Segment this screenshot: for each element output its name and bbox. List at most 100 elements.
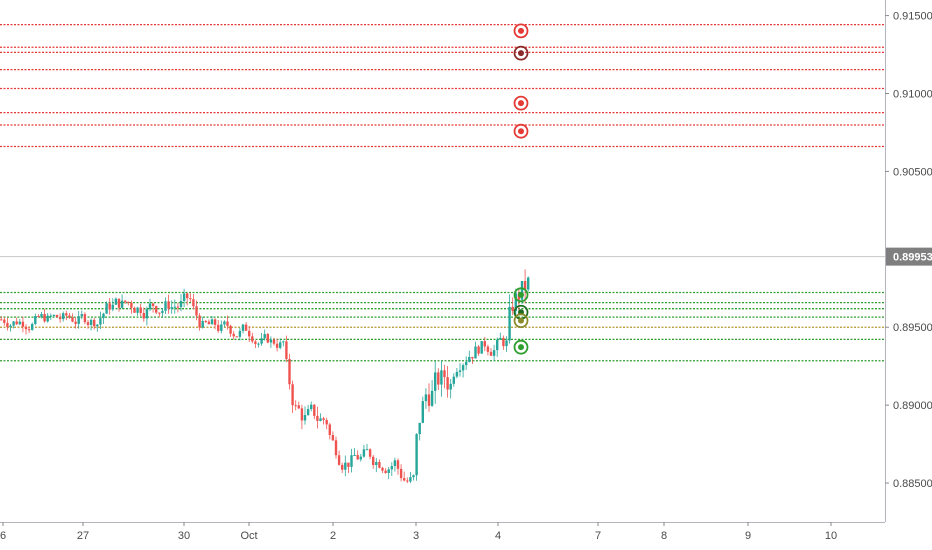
candle-body bbox=[111, 304, 114, 310]
markers-group bbox=[513, 23, 529, 355]
resistance-marker bbox=[513, 95, 529, 111]
candle-body bbox=[471, 356, 474, 359]
candle-body bbox=[446, 377, 449, 390]
support-marker bbox=[513, 287, 529, 303]
candle-body bbox=[186, 293, 189, 299]
candle-body bbox=[74, 321, 77, 324]
candle-body bbox=[80, 314, 83, 317]
x-tick-label: 4 bbox=[495, 530, 501, 542]
candle-body bbox=[356, 454, 359, 460]
candle-body bbox=[368, 449, 372, 457]
candle-body bbox=[288, 359, 291, 385]
candle-body bbox=[359, 456, 362, 460]
candle-body bbox=[31, 323, 34, 330]
candle-body bbox=[387, 469, 390, 474]
current-price-badge bbox=[886, 247, 932, 266]
x-tick-label: 10 bbox=[825, 530, 837, 542]
candle-body bbox=[24, 326, 28, 330]
candle-body bbox=[52, 314, 56, 316]
candle-body bbox=[182, 293, 186, 301]
candle-body bbox=[161, 310, 164, 313]
candle-body bbox=[461, 365, 465, 371]
candle-body bbox=[372, 456, 375, 465]
candle-body bbox=[27, 329, 31, 331]
resistance-marker bbox=[513, 23, 529, 39]
candle-body bbox=[353, 454, 356, 456]
candle-body bbox=[77, 316, 80, 324]
candle-body bbox=[217, 324, 220, 331]
candle-body bbox=[9, 325, 12, 328]
candle-body bbox=[443, 370, 446, 378]
candle-body bbox=[124, 300, 127, 302]
candle-body bbox=[244, 324, 248, 331]
candle-body bbox=[511, 306, 514, 311]
candle-body bbox=[406, 480, 409, 482]
support-marker-dot bbox=[518, 291, 524, 298]
resistance-marker bbox=[513, 123, 529, 139]
candle-body bbox=[241, 324, 245, 331]
candle-body bbox=[496, 339, 499, 351]
candle-body bbox=[34, 316, 37, 324]
candle-body bbox=[189, 298, 192, 300]
candle-body bbox=[96, 324, 99, 327]
candle-body bbox=[58, 317, 62, 320]
candle-body bbox=[195, 306, 198, 316]
candle-body bbox=[384, 470, 387, 474]
candle-body bbox=[279, 342, 282, 348]
candle-body bbox=[86, 322, 90, 325]
candle-body bbox=[378, 462, 381, 468]
candle-body bbox=[127, 301, 130, 303]
candle-body bbox=[375, 462, 378, 465]
candle-body bbox=[337, 455, 341, 465]
candle-body bbox=[474, 346, 477, 359]
candle-body bbox=[18, 321, 21, 325]
candle-body bbox=[313, 404, 316, 416]
candle-body bbox=[499, 337, 502, 340]
support-marker-dot bbox=[518, 317, 524, 324]
candle-body bbox=[170, 307, 173, 309]
candle-body bbox=[523, 280, 527, 290]
candle-body bbox=[136, 307, 139, 313]
candle-body bbox=[468, 356, 471, 362]
candle-body bbox=[310, 404, 313, 410]
candle-body bbox=[514, 293, 517, 311]
candle-body bbox=[55, 314, 59, 318]
candle-body bbox=[452, 376, 455, 384]
candle-body bbox=[297, 405, 300, 409]
candle-body bbox=[201, 321, 204, 328]
candle-body bbox=[486, 346, 490, 352]
candle-body bbox=[158, 312, 161, 314]
candle-body bbox=[396, 460, 400, 469]
candle-body bbox=[254, 341, 257, 344]
candle-body bbox=[65, 313, 68, 316]
candle-body bbox=[0, 319, 3, 321]
candle-body bbox=[235, 336, 238, 338]
candle-body bbox=[508, 306, 511, 341]
candle-body bbox=[325, 419, 328, 425]
candle-body bbox=[49, 315, 52, 317]
candle-body bbox=[520, 280, 524, 300]
candle-body bbox=[341, 464, 344, 470]
candle-body bbox=[117, 298, 121, 308]
candle-body bbox=[480, 341, 483, 354]
candle-body bbox=[151, 303, 155, 307]
candle-body bbox=[223, 321, 226, 325]
candle-body bbox=[502, 337, 505, 347]
candle-body bbox=[89, 319, 93, 325]
candle-body bbox=[483, 341, 486, 347]
candle-body bbox=[458, 370, 462, 372]
candle-body bbox=[266, 334, 269, 343]
candle-body bbox=[164, 301, 167, 311]
candle-body bbox=[15, 321, 18, 325]
candle-body bbox=[465, 361, 468, 366]
support-marker bbox=[513, 313, 529, 329]
resistance-marker bbox=[513, 45, 529, 61]
candle-body bbox=[344, 462, 347, 470]
candle-body bbox=[167, 301, 170, 309]
candle-body bbox=[251, 336, 254, 342]
candle-body bbox=[226, 321, 229, 326]
support-marker bbox=[513, 339, 529, 355]
